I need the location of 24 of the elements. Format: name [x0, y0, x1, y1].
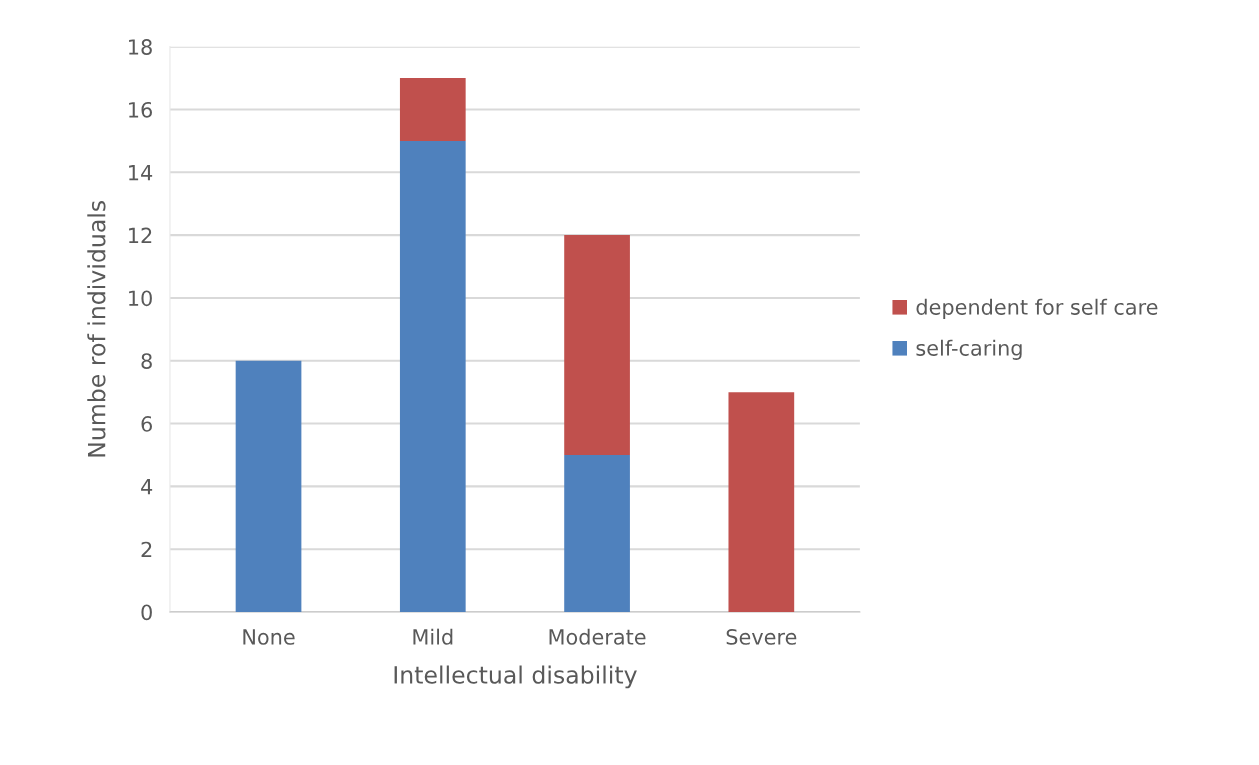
x-tick-label: Severe — [726, 629, 797, 645]
legend-label: self-caring — [916, 339, 1022, 360]
y-tick-label: 12 — [129, 227, 152, 244]
y-tick-label: 2 — [141, 541, 152, 558]
x-tick-label: None — [243, 629, 295, 645]
y-tick-label: 4 — [141, 479, 153, 495]
bar — [564, 235, 630, 455]
y-tick-label: 16 — [129, 101, 152, 118]
bar — [728, 392, 795, 612]
bar — [564, 454, 630, 612]
y-tick-label: 10 — [129, 290, 152, 307]
bar — [235, 360, 302, 612]
y-axis-title: Numbe rof individuals — [87, 201, 106, 457]
x-tick-label: Moderate — [549, 628, 646, 645]
bar — [399, 140, 466, 612]
y-tick-label: 14 — [129, 165, 153, 181]
legend-label: dependent for self care — [916, 298, 1158, 319]
bar — [399, 78, 466, 141]
y-tick-label: 0 — [141, 604, 152, 621]
x-axis-title: Intellectual disability — [394, 665, 637, 689]
y-tick-label: 6 — [141, 416, 152, 432]
y-tick-label: 18 — [129, 39, 152, 55]
x-tick-label: Mild — [413, 628, 453, 645]
y-tick-label: 8 — [141, 353, 152, 369]
